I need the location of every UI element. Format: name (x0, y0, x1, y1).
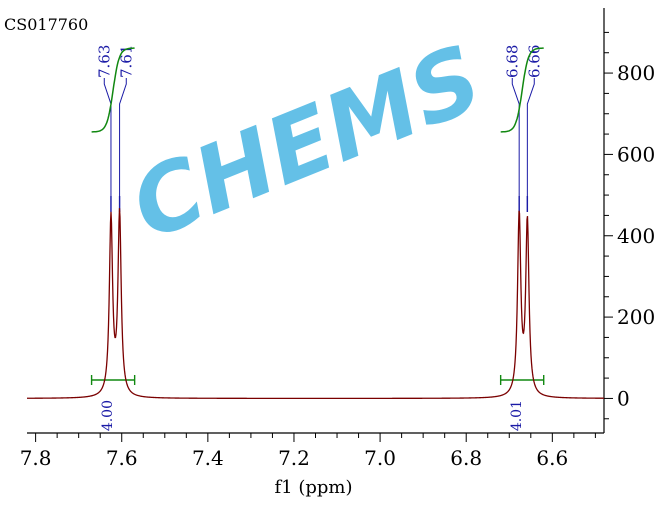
x-tick-label: 7.2 (278, 446, 310, 470)
sample-id: CS017760 (4, 15, 88, 34)
peak-connector (119, 78, 127, 212)
axes: 7.8 7.6 7.4 7.2 7.0 6.8 6.6 0 200 400 600 800 (20, 8, 655, 470)
integrals: 4.00 4.01 (90, 47, 545, 431)
x-tick-label: 6.6 (536, 446, 568, 470)
x-tick-label: 7.6 (106, 446, 138, 470)
integral-value-label: 4.00 (100, 400, 116, 431)
watermark: CHEMS (117, 25, 496, 261)
watermark-text: CHEMS (117, 25, 496, 261)
peak-connector (103, 78, 112, 212)
y-tick-label: 0 (617, 386, 630, 410)
integral-curve (91, 47, 135, 133)
y-tick-label: 800 (617, 61, 655, 85)
x-tick-label: 7.0 (364, 446, 396, 470)
peak-label: 6.66 (525, 45, 543, 78)
x-tick-label: 6.8 (450, 446, 482, 470)
integral-value-label: 4.01 (509, 400, 525, 431)
x-axis-ticks: 7.8 7.6 7.4 7.2 7.0 6.8 6.6 (20, 433, 596, 470)
y-axis-ticks: 0 200 400 600 800 (604, 31, 655, 420)
peak-labels: 7.63 7.61 6.68 6.66 (95, 45, 543, 212)
peak-label: 6.68 (503, 45, 521, 78)
peak-connector (526, 78, 535, 212)
spectrum-series-line (27, 208, 604, 400)
x-axis-title: f1 (ppm) (275, 477, 353, 498)
integral-curve (500, 47, 544, 133)
x-tick-label: 7.4 (192, 446, 224, 470)
y-tick-label: 200 (617, 305, 655, 329)
peak-connector (511, 78, 520, 212)
peak-label: 7.63 (95, 45, 113, 78)
y-tick-label: 400 (617, 224, 655, 248)
y-tick-label: 600 (617, 142, 655, 166)
x-tick-label: 7.8 (20, 446, 52, 470)
